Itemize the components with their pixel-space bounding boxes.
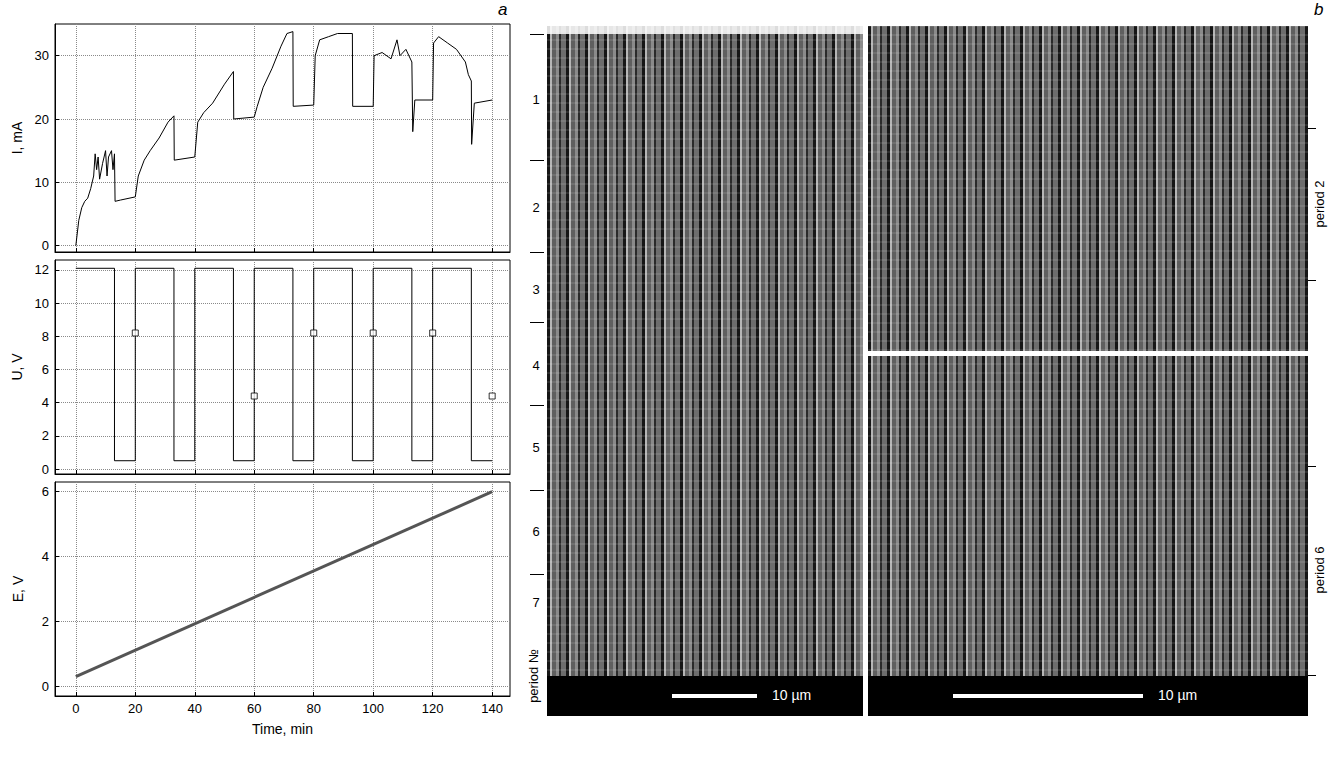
html-text:period №: period № [526, 649, 541, 703]
html-text:3: 3 [532, 282, 540, 297]
svg-text:80: 80 [306, 701, 320, 716]
html-text:period 2: period 2 [1312, 180, 1327, 228]
svg-text:120: 120 [422, 701, 444, 716]
html-text:10 µm: 10 µm [772, 687, 812, 703]
html-text:1: 1 [532, 92, 540, 107]
svg-text:0: 0 [42, 238, 49, 253]
svg-text:30: 30 [35, 48, 49, 63]
html-text:7: 7 [532, 595, 540, 610]
svg-text:2: 2 [42, 614, 49, 629]
svg-text:8: 8 [42, 329, 49, 344]
html-text:a: a [498, 0, 508, 19]
html-text:b: b [1314, 0, 1324, 19]
svg-text:0: 0 [42, 462, 49, 477]
html-text:4: 4 [532, 358, 540, 373]
svg-text:Time, min: Time, min [252, 721, 313, 737]
svg-text:2: 2 [42, 428, 49, 443]
svg-text:0: 0 [42, 679, 49, 694]
html-text:5: 5 [532, 440, 540, 455]
svg-text:140: 140 [481, 701, 503, 716]
svg-text:4: 4 [42, 549, 49, 564]
html-text:10 µm: 10 µm [1158, 687, 1198, 703]
svg-text:10: 10 [35, 296, 49, 311]
svg-text:12: 12 [35, 262, 49, 277]
svg-text:0: 0 [72, 701, 79, 716]
svg-text:U, V: U, V [9, 353, 25, 381]
svg-text:100: 100 [362, 701, 384, 716]
svg-text:20: 20 [35, 112, 49, 127]
html-text:6: 6 [532, 524, 540, 539]
svg-text:E, V: E, V [10, 575, 26, 602]
svg-text:I, mA: I, mA [9, 121, 25, 154]
svg-text:4: 4 [42, 395, 49, 410]
svg-text:20: 20 [128, 701, 142, 716]
html-text:2: 2 [532, 200, 540, 215]
svg-text:6: 6 [42, 484, 49, 499]
svg-text:60: 60 [247, 701, 261, 716]
svg-text:10: 10 [35, 175, 49, 190]
svg-text:40: 40 [188, 701, 202, 716]
svg-text:6: 6 [42, 362, 49, 377]
html-text:period 6: period 6 [1312, 546, 1327, 594]
